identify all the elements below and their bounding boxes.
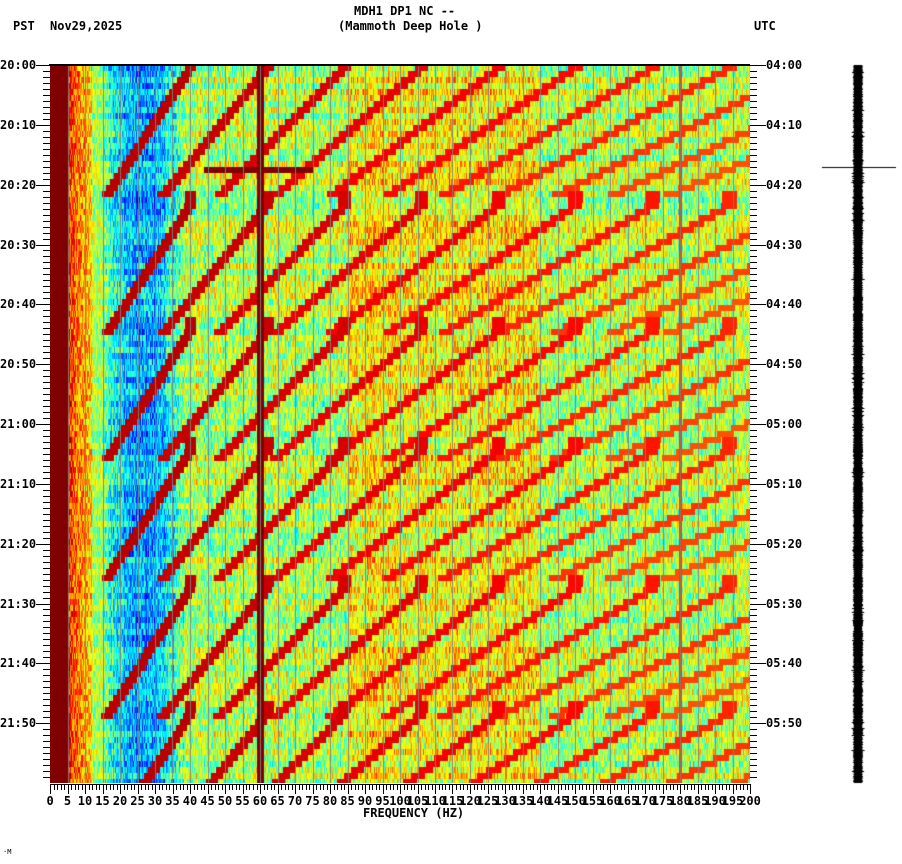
y-tick-label-left: 20:50 [0, 357, 37, 372]
x-tick-label: 115 [441, 794, 464, 808]
y-tick-label-right: 05:40 [766, 656, 803, 671]
y-tick-label-left: 20:20 [0, 177, 37, 192]
x-tick-label: 45 [200, 794, 215, 808]
station-location: (Mammoth Deep Hole ) [338, 19, 483, 33]
y-tick-label-left: 20:10 [0, 117, 37, 132]
y-tick-label-left: 21:10 [0, 476, 37, 491]
y-tick-label-left: 21:20 [0, 536, 37, 551]
x-tick-label: 180 [669, 794, 691, 808]
x-tick-label: 130 [494, 794, 516, 808]
x-tick-label: 145 [546, 794, 569, 808]
left-timezone-label: PST [13, 19, 35, 33]
x-tick-label: 70 [287, 794, 303, 808]
y-tick-label-right: 04:00 [766, 58, 803, 72]
x-tick-label: 0 [46, 794, 54, 808]
x-tick-label: 10 [77, 794, 93, 808]
y-tick-label-right: 04:50 [766, 357, 803, 372]
x-tick-label: 75 [305, 794, 320, 808]
x-tick-label: 175 [651, 794, 674, 808]
y-tick-label-right: 05:00 [766, 417, 803, 431]
x-tick-label: 155 [581, 794, 604, 808]
footer-mark: ·M [3, 848, 12, 856]
x-tick-label: 135 [511, 794, 534, 808]
x-tick-label: 95 [375, 794, 390, 808]
y-tick-label-left: 20:30 [0, 237, 37, 252]
y-tick-label-left: 20:00 [0, 58, 37, 72]
x-tick-label: 90 [357, 794, 373, 808]
y-tick-label-left: 21:30 [0, 596, 37, 611]
x-tick-label: 110 [424, 794, 446, 808]
x-tick-label: 105 [406, 794, 429, 808]
x-tick-label: 150 [564, 794, 586, 808]
y-tick-label-right: 05:50 [766, 716, 803, 731]
x-tick-label: 15 [95, 794, 110, 808]
date-label: Nov29,2025 [50, 19, 123, 33]
y-tick-label-right: 04:40 [766, 297, 803, 312]
right-timezone-label: UTC [754, 19, 776, 33]
x-tick-label: 165 [616, 794, 639, 808]
x-tick-label: 55 [235, 794, 250, 808]
y-tick-label-right: 05:10 [766, 476, 803, 491]
x-tick-label: 100 [389, 794, 411, 808]
station-title: MDH1 DP1 NC -- [354, 4, 456, 18]
x-tick-label: 50 [217, 794, 233, 808]
y-tick-label-right: 04:30 [766, 237, 803, 252]
x-tick-label: 5 [63, 794, 72, 808]
x-tick-label: 200 [739, 794, 761, 808]
y-tick-label-right: 05:20 [766, 536, 803, 551]
spectrogram-heatmap [50, 65, 750, 783]
x-tick-label: 35 [165, 794, 180, 808]
x-tick-label: 65 [270, 794, 285, 808]
y-tick-label-left: 21:50 [0, 716, 37, 731]
x-tick-label: 60 [252, 794, 268, 808]
y-tick-label-left: 20:40 [0, 297, 37, 312]
x-tick-label: 120 [459, 794, 481, 808]
x-tick-label: 125 [476, 794, 499, 808]
y-tick-label-right: 04:20 [766, 177, 803, 192]
x-axis-title: FREQUENCY (HZ) [363, 806, 465, 820]
x-tick-label: 195 [721, 794, 744, 808]
x-tick-label: 140 [529, 794, 551, 808]
y-tick-label-right: 05:30 [766, 596, 803, 611]
spectrogram-plot [50, 65, 750, 783]
x-tick-label: 25 [130, 794, 145, 808]
x-tick-label: 20 [112, 794, 128, 808]
x-tick-label: 30 [147, 794, 163, 808]
x-tick-label: 170 [634, 794, 656, 808]
y-tick-label-left: 21:00 [0, 417, 37, 431]
x-tick-label: 160 [599, 794, 621, 808]
x-tick-label: 40 [182, 794, 198, 808]
x-tick-label: 85 [340, 794, 355, 808]
seismic-trace-panel [820, 60, 902, 790]
y-tick-label-right: 04:10 [766, 117, 803, 132]
y-tick-label-left: 21:40 [0, 656, 37, 671]
x-tick-label: 185 [686, 794, 709, 808]
x-tick-label: 190 [704, 794, 726, 808]
x-tick-label: 80 [322, 794, 338, 808]
